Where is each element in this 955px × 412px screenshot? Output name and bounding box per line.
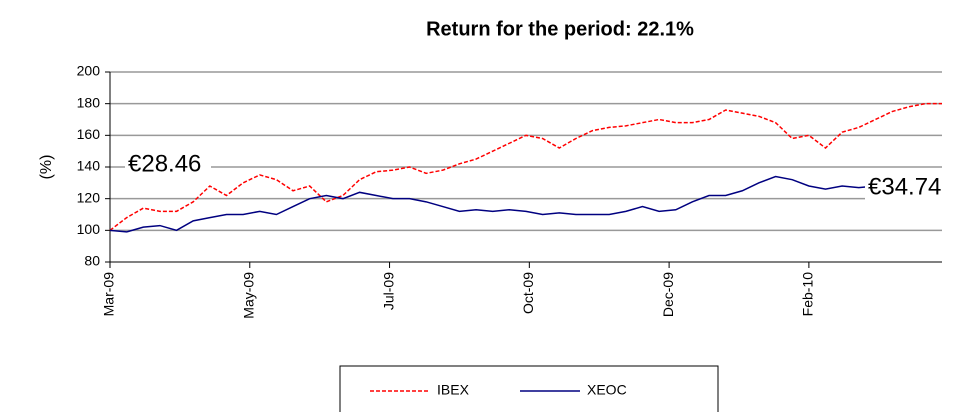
annotation-bg	[865, 174, 951, 202]
line-series	[109, 175, 942, 233]
x-tick-label: Dec-09	[660, 272, 676, 317]
chart-title: Return for the period: 22.1%	[426, 18, 694, 40]
x-tick-label: May-09	[240, 272, 256, 319]
annotation: €34.74	[868, 173, 941, 200]
x-tick-label: Jul-09	[380, 272, 396, 310]
y-tick-label: 100	[77, 221, 101, 237]
x-tick-label: Mar-09	[101, 272, 117, 317]
x-tick-label: Oct-09	[520, 272, 536, 314]
legend-label: IBEX	[437, 382, 470, 398]
line-series	[109, 102, 942, 231]
x-tick-label: Feb-10	[800, 272, 816, 317]
y-tick-label: 180	[77, 94, 101, 110]
y-tick-label: 120	[77, 189, 101, 205]
y-tick-label: 80	[84, 253, 100, 269]
y-tick-label: 160	[77, 126, 101, 142]
legend-box	[339, 365, 719, 412]
y-axis-label: (%)	[38, 155, 55, 180]
y-tick-label: 200	[77, 63, 101, 79]
annotation-bg	[125, 151, 211, 179]
y-tick-label: 140	[77, 158, 101, 174]
legend-label: XEOC	[587, 382, 627, 398]
annotation: €28.46	[128, 150, 201, 177]
